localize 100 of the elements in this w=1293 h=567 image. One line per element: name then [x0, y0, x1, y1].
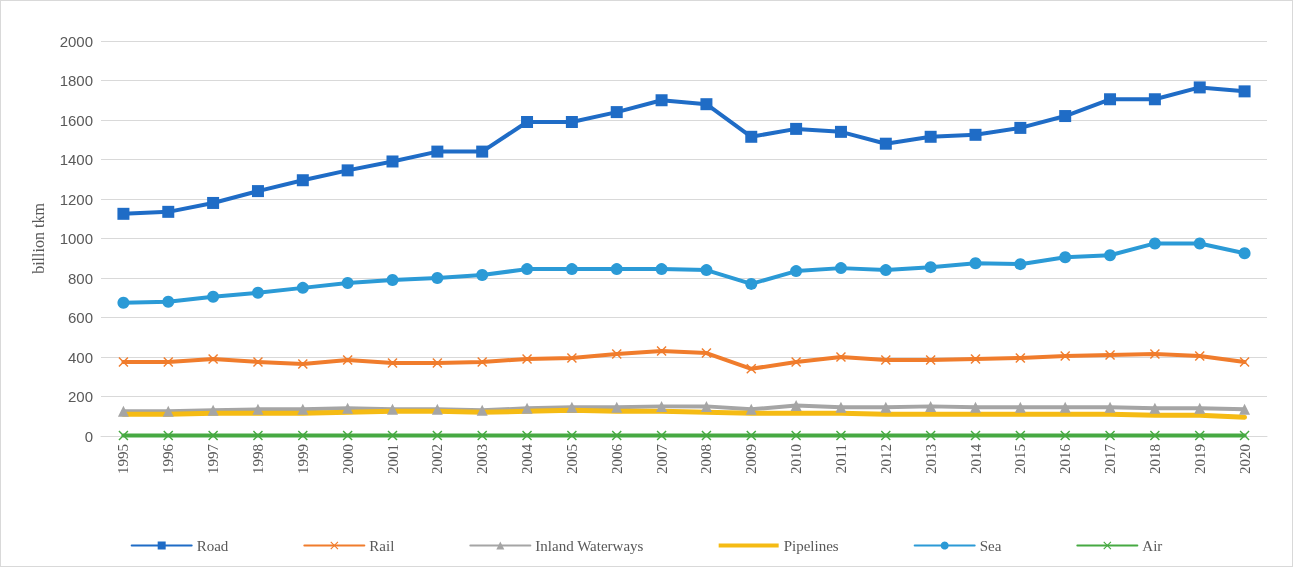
point — [251, 185, 264, 198]
legend-label: Air — [1142, 537, 1163, 554]
point — [521, 115, 534, 128]
point — [1239, 356, 1250, 367]
point — [1104, 249, 1117, 262]
point — [431, 403, 443, 415]
x-tick-label: 2007 — [653, 443, 670, 474]
point — [1193, 81, 1206, 94]
y-tick-label: 1800 — [59, 72, 93, 89]
point — [297, 403, 309, 415]
x-tick-label: 2012 — [877, 444, 894, 474]
point — [1060, 351, 1071, 362]
point — [834, 125, 847, 138]
point — [252, 403, 264, 415]
point — [117, 405, 129, 417]
point — [611, 430, 622, 441]
point — [1015, 352, 1026, 363]
point — [880, 401, 892, 413]
point — [387, 357, 398, 368]
x-tick-label: 2004 — [519, 443, 536, 474]
y-tick-label: 2000 — [59, 32, 93, 50]
point — [925, 430, 936, 441]
point — [655, 263, 668, 276]
y-tick-label: 1400 — [59, 151, 93, 168]
point — [117, 296, 130, 309]
x-tick-label: 2020 — [1236, 444, 1253, 474]
point — [431, 272, 444, 284]
point — [1015, 430, 1026, 441]
point — [296, 174, 309, 187]
point — [118, 430, 129, 441]
point — [745, 130, 758, 143]
point — [432, 430, 443, 441]
point — [207, 404, 219, 416]
point — [1105, 350, 1116, 361]
point — [387, 430, 398, 441]
point — [925, 354, 936, 365]
point — [610, 263, 623, 276]
point — [163, 430, 174, 441]
point — [522, 430, 533, 441]
x-tick-label: 2001 — [384, 444, 401, 474]
point — [656, 430, 667, 441]
legend-label: Inland Waterways — [535, 537, 644, 554]
point — [611, 349, 622, 360]
point — [970, 401, 981, 413]
point — [700, 98, 713, 111]
point — [252, 430, 263, 441]
x-tick-label: 2014 — [967, 443, 984, 474]
point — [925, 400, 937, 412]
point — [566, 352, 577, 363]
point — [252, 356, 263, 367]
x-tick-label: 2017 — [1102, 443, 1119, 474]
point — [296, 281, 309, 294]
point — [521, 263, 534, 276]
point — [700, 400, 712, 412]
point — [1239, 403, 1251, 415]
point — [1148, 93, 1161, 106]
x-tick-label: 2016 — [1057, 443, 1074, 474]
point — [208, 430, 219, 441]
point — [700, 264, 713, 277]
x-tick-label: 1999 — [294, 444, 311, 474]
point — [1149, 430, 1160, 441]
y-tick-label: 1200 — [59, 190, 93, 208]
y-tick-label: 200 — [67, 388, 93, 405]
y-tick-label: 1000 — [59, 230, 93, 247]
x-tick-label: 2011 — [832, 444, 849, 474]
x-tick-label: 2015 — [1012, 444, 1029, 474]
x-tick-label: 2005 — [563, 444, 580, 474]
x-tick-label: 1996 — [160, 443, 177, 474]
point — [835, 401, 847, 413]
point — [208, 353, 219, 364]
point — [1148, 237, 1161, 250]
point — [969, 128, 982, 141]
point — [1059, 401, 1071, 413]
point — [162, 405, 174, 417]
point — [834, 262, 847, 275]
x-tick-label: 1997 — [205, 443, 222, 474]
point — [522, 353, 533, 364]
point — [970, 430, 981, 441]
point — [880, 354, 891, 365]
point — [745, 403, 757, 415]
point — [1194, 351, 1205, 362]
point — [386, 155, 399, 168]
point — [477, 430, 488, 441]
point — [1105, 430, 1116, 441]
point — [1238, 247, 1251, 260]
point — [656, 346, 667, 357]
point — [521, 402, 533, 414]
point — [1059, 251, 1072, 264]
y-axis-title: billion tkm — [29, 202, 47, 274]
point — [610, 106, 623, 119]
x-tick-label: 2003 — [474, 444, 491, 474]
point — [701, 348, 712, 359]
point — [476, 404, 488, 416]
point — [790, 122, 803, 135]
x-tick-label: 2010 — [788, 444, 805, 474]
point — [969, 257, 982, 270]
point — [656, 400, 668, 412]
point — [835, 430, 846, 441]
point — [1014, 258, 1027, 271]
x-tick-label: 2018 — [1146, 444, 1163, 474]
